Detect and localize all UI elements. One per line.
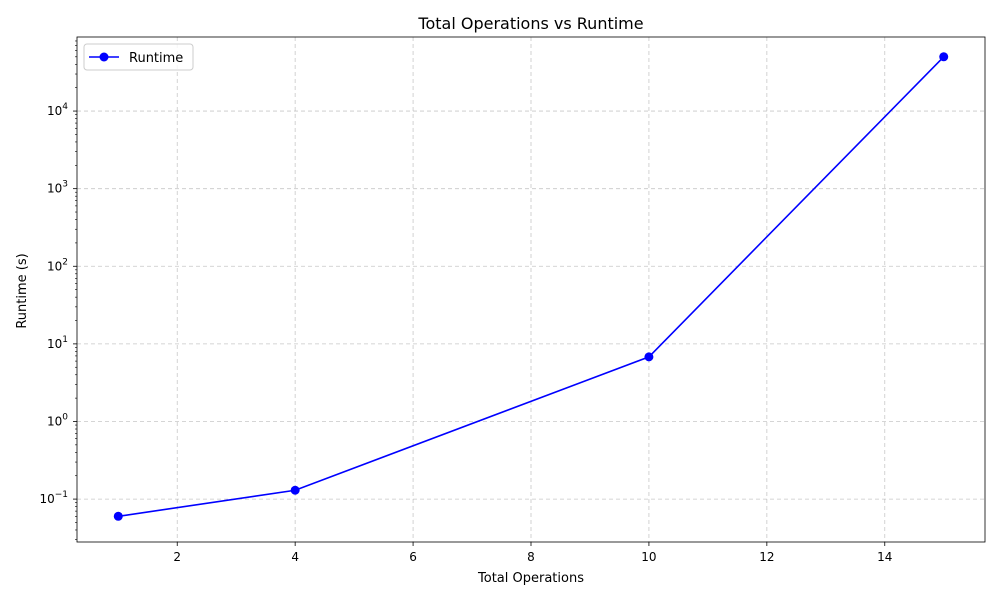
x-tick-label: 6	[409, 550, 417, 564]
x-tick-label: 4	[291, 550, 299, 564]
y-axis-ticks: 10−1 100 101 102 103 104	[39, 102, 77, 506]
y-tick-label: 104	[47, 102, 68, 118]
y-tick-label: 10−1	[39, 490, 68, 506]
y-tick-label: 103	[47, 180, 68, 196]
x-axis-ticks: 2 4 6 8 10 12 14	[173, 542, 892, 564]
y-tick-label: 102	[47, 257, 68, 273]
x-tick-label: 10	[641, 550, 656, 564]
series-line-runtime	[118, 56, 945, 518]
legend-label: Runtime	[129, 51, 183, 66]
series-layer	[113, 52, 949, 521]
y-tick-label: 101	[47, 335, 68, 351]
x-tick-label: 12	[759, 550, 774, 564]
data-point	[644, 352, 654, 362]
legend: Runtime	[83, 43, 194, 71]
legend-marker	[99, 52, 109, 62]
data-point	[939, 52, 949, 62]
x-tick-label: 2	[173, 550, 181, 564]
legend-box	[83, 43, 194, 71]
chart-title: Total Operations vs Runtime	[417, 14, 643, 33]
data-point	[113, 511, 123, 521]
x-tick-label: 14	[877, 550, 892, 564]
y-axis-label: Runtime (s)	[15, 253, 30, 328]
x-tick-label: 8	[527, 550, 535, 564]
data-point	[290, 485, 300, 495]
x-axis-label: Total Operations	[477, 571, 584, 586]
y-tick-label: 100	[47, 412, 68, 428]
grid-lines	[77, 37, 985, 542]
